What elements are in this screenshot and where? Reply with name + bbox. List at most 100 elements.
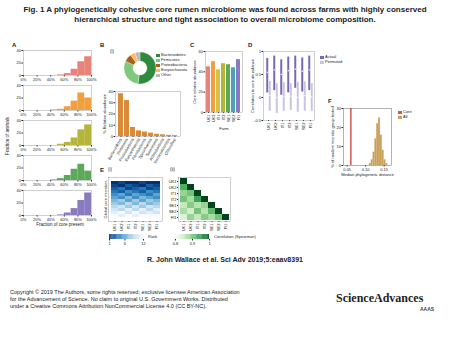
svg-text:100%: 100% bbox=[86, 147, 97, 152]
svg-text:SE2: SE2 bbox=[301, 122, 306, 130]
svg-text:Correlation to core abundance: Correlation to core abundance bbox=[250, 58, 255, 113]
svg-text:40: 40 bbox=[199, 69, 204, 74]
svg-text:UK1: UK1 bbox=[266, 122, 271, 131]
svg-text:20: 20 bbox=[17, 200, 22, 205]
svg-text:20: 20 bbox=[109, 111, 114, 116]
svg-text:30: 30 bbox=[337, 106, 342, 111]
svg-text:60: 60 bbox=[199, 49, 204, 54]
svg-text:UK1: UK1 bbox=[169, 179, 178, 184]
svg-text:40%: 40% bbox=[47, 217, 55, 222]
svg-text:FI1: FI1 bbox=[171, 215, 178, 220]
svg-text:UK2: UK2 bbox=[119, 223, 124, 232]
svg-text:20%: 20% bbox=[33, 147, 41, 152]
svg-text:60%: 60% bbox=[60, 217, 68, 222]
svg-text:IT2: IT2 bbox=[287, 122, 292, 129]
svg-text:10: 10 bbox=[337, 144, 342, 149]
svg-text:FI1: FI1 bbox=[236, 114, 241, 121]
svg-text:80%: 80% bbox=[74, 112, 82, 117]
svg-text:UK1: UK1 bbox=[181, 223, 186, 232]
svg-text:IT1: IT1 bbox=[195, 223, 200, 230]
svg-text:SE2: SE2 bbox=[216, 223, 221, 231]
svg-text:80%: 80% bbox=[74, 147, 82, 152]
svg-text:6: 6 bbox=[124, 241, 127, 246]
svg-text:FI1: FI1 bbox=[223, 223, 228, 230]
svg-text:FI1: FI1 bbox=[308, 122, 313, 129]
svg-text:20: 20 bbox=[17, 60, 22, 65]
svg-text:20%: 20% bbox=[33, 112, 41, 117]
svg-text:Chloroflexi: Chloroflexi bbox=[163, 137, 177, 156]
svg-text:100%: 100% bbox=[86, 112, 97, 117]
svg-text:100%: 100% bbox=[86, 182, 97, 187]
svg-text:40: 40 bbox=[17, 118, 22, 123]
svg-text:IT1: IT1 bbox=[171, 191, 178, 196]
svg-text:40: 40 bbox=[17, 83, 22, 88]
svg-text:60%: 60% bbox=[60, 77, 68, 82]
svg-text:IT1: IT1 bbox=[126, 223, 131, 230]
svg-text:60%: 60% bbox=[60, 147, 68, 152]
svg-text:40: 40 bbox=[17, 188, 22, 193]
svg-text:20%: 20% bbox=[33, 182, 41, 187]
svg-text:80%: 80% bbox=[74, 182, 82, 187]
svg-text:UK1: UK1 bbox=[112, 223, 117, 232]
svg-text:0%: 0% bbox=[21, 112, 27, 117]
svg-text:UK2: UK2 bbox=[169, 185, 178, 190]
svg-text:0: 0 bbox=[339, 163, 342, 168]
svg-text:40%: 40% bbox=[47, 147, 55, 152]
svg-text:0%: 0% bbox=[21, 182, 27, 187]
svg-text:0%: 0% bbox=[21, 77, 27, 82]
svg-text:0%: 0% bbox=[21, 217, 27, 222]
svg-text:100%: 100% bbox=[86, 217, 97, 222]
svg-text:20: 20 bbox=[17, 165, 22, 170]
svg-text:30: 30 bbox=[109, 100, 114, 105]
svg-text:-0.5: -0.5 bbox=[254, 118, 262, 123]
svg-text:40: 40 bbox=[17, 153, 22, 158]
svg-text:IT1: IT1 bbox=[280, 122, 285, 129]
svg-text:40%: 40% bbox=[47, 112, 55, 117]
svg-text:80%: 80% bbox=[74, 77, 82, 82]
svg-text:20: 20 bbox=[17, 95, 22, 100]
svg-text:% Relative abundance: % Relative abundance bbox=[102, 93, 107, 134]
svg-text:40%: 40% bbox=[47, 182, 55, 187]
svg-text:0%: 0% bbox=[21, 147, 27, 152]
svg-text:20: 20 bbox=[337, 125, 342, 130]
svg-text:SE1: SE1 bbox=[294, 122, 299, 130]
svg-text:% of random microbe group test: % of random microbe group tested bbox=[330, 106, 335, 167]
svg-text:80%: 80% bbox=[74, 217, 82, 222]
svg-text:IT2: IT2 bbox=[133, 223, 138, 230]
svg-text:12: 12 bbox=[141, 241, 146, 246]
svg-text:FI1: FI1 bbox=[154, 223, 159, 230]
svg-text:SE2: SE2 bbox=[169, 209, 177, 214]
svg-text:SE1: SE1 bbox=[209, 223, 214, 231]
svg-text:IT2: IT2 bbox=[202, 223, 207, 230]
svg-text:60%: 60% bbox=[60, 112, 68, 117]
svg-text:10: 10 bbox=[109, 123, 114, 128]
svg-text:UK2: UK2 bbox=[273, 122, 278, 131]
svg-text:Farm: Farm bbox=[219, 126, 229, 131]
svg-text:20: 20 bbox=[17, 130, 22, 135]
svg-text:SE1: SE1 bbox=[140, 223, 145, 231]
svg-text:1: 1 bbox=[259, 49, 262, 54]
svg-text:0.8: 0.8 bbox=[173, 241, 179, 246]
svg-text:Median phylogenetic distance: Median phylogenetic distance bbox=[341, 172, 394, 177]
svg-text:SE2: SE2 bbox=[147, 223, 152, 231]
svg-text:0: 0 bbox=[259, 95, 262, 100]
svg-text:0: 0 bbox=[111, 134, 114, 139]
svg-text:IT2: IT2 bbox=[171, 197, 178, 202]
svg-text:0: 0 bbox=[201, 110, 204, 115]
svg-text:Global core microbes: Global core microbes bbox=[103, 181, 108, 219]
svg-text:0.9: 0.9 bbox=[190, 241, 196, 246]
svg-text:0.5: 0.5 bbox=[255, 72, 261, 77]
svg-text:40: 40 bbox=[109, 89, 114, 94]
svg-text:1: 1 bbox=[108, 241, 111, 246]
svg-text:20%: 20% bbox=[33, 217, 41, 222]
svg-text:40%: 40% bbox=[47, 77, 55, 82]
svg-text:40: 40 bbox=[17, 48, 22, 53]
svg-text:20%: 20% bbox=[33, 77, 41, 82]
svg-text:SE1: SE1 bbox=[169, 203, 177, 208]
svg-text:UK2: UK2 bbox=[188, 223, 193, 232]
svg-text:Core relative abundance: Core relative abundance bbox=[192, 59, 197, 103]
svg-text:1: 1 bbox=[208, 241, 211, 246]
svg-text:20: 20 bbox=[199, 89, 204, 94]
svg-text:100%: 100% bbox=[86, 77, 97, 82]
svg-text:60%: 60% bbox=[60, 182, 68, 187]
